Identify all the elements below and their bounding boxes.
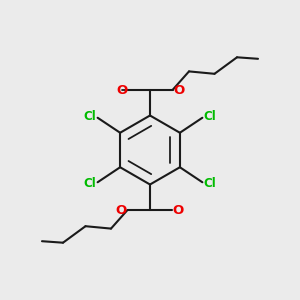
Text: Cl: Cl xyxy=(84,110,97,123)
Text: Cl: Cl xyxy=(84,177,97,190)
Text: O: O xyxy=(117,83,128,97)
Text: O: O xyxy=(116,203,127,217)
Text: Cl: Cl xyxy=(203,177,216,190)
Text: O: O xyxy=(172,203,183,217)
Text: Cl: Cl xyxy=(203,110,216,123)
Text: O: O xyxy=(173,83,184,97)
